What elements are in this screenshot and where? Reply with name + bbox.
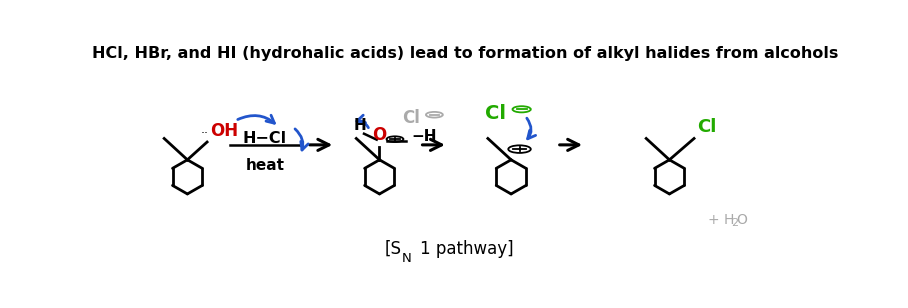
Text: Cl: Cl [485,104,506,123]
Text: ··: ·· [201,127,208,140]
Text: −H: −H [411,129,437,144]
Text: H: H [353,118,366,132]
Text: 2: 2 [731,218,738,228]
Text: HCl, HBr, and HI (hydrohalic acids) lead to formation of alkyl halides from alco: HCl, HBr, and HI (hydrohalic acids) lead… [93,47,838,62]
Text: 1 pathway]: 1 pathway] [419,240,513,258]
Text: N: N [402,252,411,265]
Text: O: O [372,126,387,144]
Text: [S: [S [385,240,402,258]
Text: H−Cl: H−Cl [242,132,287,146]
Text: heat: heat [245,157,284,172]
Text: Cl: Cl [697,118,717,136]
Text: Cl: Cl [402,109,420,127]
Text: + H: + H [708,213,735,227]
Text: O: O [736,213,747,227]
Text: OH: OH [211,122,239,140]
